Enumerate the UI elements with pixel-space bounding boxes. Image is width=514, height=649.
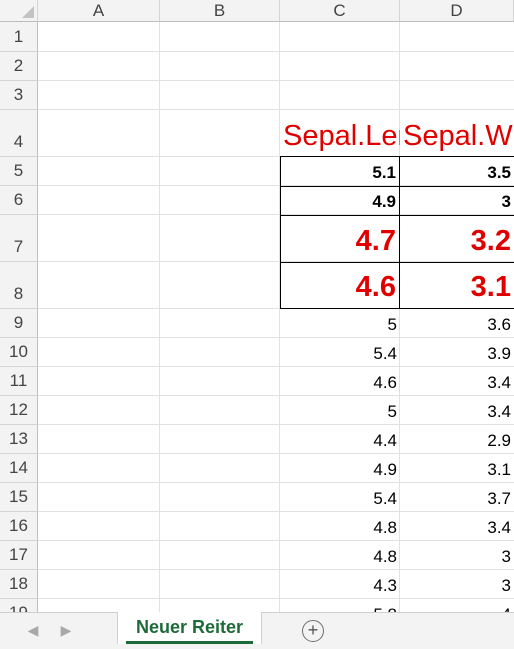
- cell-c8[interactable]: 4.6: [280, 262, 400, 309]
- spreadsheet-grid[interactable]: A B C D 1 2 3 4 5 6 7 8 9 10 11 12 13 14…: [0, 0, 514, 612]
- row-header-14[interactable]: 14: [0, 454, 38, 483]
- chevron-left-icon[interactable]: ◀: [27, 622, 39, 638]
- sheet-tab-bar: ◀ ▶ Neuer Reiter +: [0, 612, 514, 649]
- cell-c5[interactable]: 5.1: [280, 156, 400, 187]
- row-header-4[interactable]: 4: [0, 110, 38, 157]
- cell-c6[interactable]: 4.9: [280, 186, 400, 216]
- row-header-17[interactable]: 17: [0, 541, 38, 570]
- row-header-9[interactable]: 9: [0, 309, 38, 338]
- cell-d16[interactable]: 3.4: [487, 518, 511, 537]
- row-header-16[interactable]: 16: [0, 512, 38, 541]
- row-header-1[interactable]: 1: [0, 22, 38, 52]
- cell-d7[interactable]: 3.2: [399, 215, 514, 263]
- cell-c16[interactable]: 4.8: [373, 518, 397, 537]
- cell-c13[interactable]: 4.4: [373, 431, 397, 450]
- cell-d4[interactable]: Sepal.Width: [403, 120, 514, 152]
- cell-c14[interactable]: 4.9: [373, 460, 397, 479]
- row-header-12[interactable]: 12: [0, 396, 38, 425]
- row-header-3[interactable]: 3: [0, 81, 38, 110]
- cell-c9[interactable]: 5: [387, 315, 397, 334]
- row-header-13[interactable]: 13: [0, 425, 38, 454]
- row-header-15[interactable]: 15: [0, 483, 38, 512]
- cell-c19[interactable]: 5.8: [280, 599, 400, 612]
- sheet-tab-neuer-reiter[interactable]: Neuer Reiter: [117, 612, 262, 644]
- cell-d17[interactable]: 3: [501, 547, 511, 566]
- cell-d8[interactable]: 3.1: [399, 262, 514, 309]
- row-header-7[interactable]: 7: [0, 215, 38, 262]
- row-header-2[interactable]: 2: [0, 52, 38, 81]
- cell-d5[interactable]: 3.5: [399, 156, 514, 187]
- cell-c10[interactable]: 5.4: [373, 344, 397, 363]
- row-header-6[interactable]: 6: [0, 186, 38, 215]
- row-header-19[interactable]: 19: [0, 599, 38, 612]
- plus-circle-icon[interactable]: +: [302, 620, 324, 642]
- chevron-right-icon[interactable]: ▶: [60, 622, 72, 638]
- cell-d13[interactable]: 2.9: [487, 431, 511, 450]
- cell-c11[interactable]: 4.6: [373, 373, 397, 392]
- column-header-b[interactable]: B: [160, 0, 280, 22]
- cell-d6[interactable]: 3: [399, 186, 514, 216]
- row-header-5[interactable]: 5: [0, 157, 38, 186]
- cell-d19[interactable]: 4: [400, 599, 514, 612]
- column-header-c[interactable]: C: [280, 0, 400, 22]
- cell-d10[interactable]: 3.9: [487, 344, 511, 363]
- cell-c15[interactable]: 5.4: [373, 489, 397, 508]
- cell-c18[interactable]: 4.3: [373, 576, 397, 595]
- cell-c4[interactable]: Sepal.Length: [283, 120, 400, 152]
- row-header-8[interactable]: 8: [0, 262, 38, 309]
- cell-c17[interactable]: 4.8: [373, 547, 397, 566]
- column-header-a[interactable]: A: [38, 0, 160, 22]
- sheet-tab-label: Neuer Reiter: [135, 617, 244, 637]
- cell-d11[interactable]: 3.4: [487, 373, 511, 392]
- cell-d14[interactable]: 3.1: [487, 460, 511, 479]
- cell-d9[interactable]: 3.6: [487, 315, 511, 334]
- column-header-d[interactable]: D: [400, 0, 514, 22]
- row-header-18[interactable]: 18: [0, 570, 38, 599]
- active-tab-underline: [126, 641, 253, 644]
- cell-d18[interactable]: 3: [501, 576, 511, 595]
- row-header-11[interactable]: 11: [0, 367, 38, 396]
- cell-c7[interactable]: 4.7: [280, 215, 400, 263]
- cell-d12[interactable]: 3.4: [487, 402, 511, 421]
- cell-d15[interactable]: 3.7: [487, 489, 511, 508]
- cell-c12[interactable]: 5: [387, 402, 397, 421]
- select-all-corner[interactable]: [0, 0, 38, 22]
- row-header-10[interactable]: 10: [0, 338, 38, 367]
- select-all-triangle-icon: [22, 6, 34, 18]
